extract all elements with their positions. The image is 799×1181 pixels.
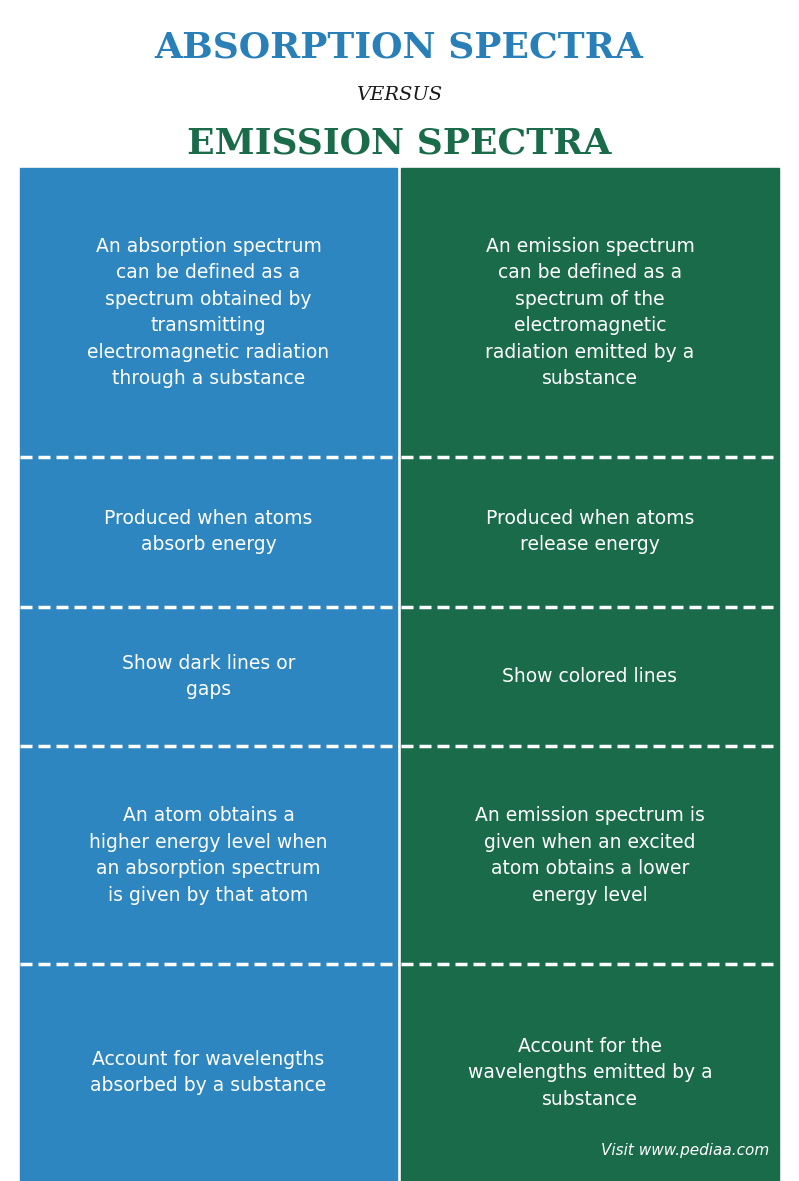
- Text: ABSORPTION SPECTRA: ABSORPTION SPECTRA: [154, 31, 643, 65]
- Bar: [20, 168, 397, 1181]
- Text: Produced when atoms
release energy: Produced when atoms release energy: [486, 509, 694, 554]
- Text: An absorption spectrum
can be defined as a
spectrum obtained by
transmitting
ele: An absorption spectrum can be defined as…: [87, 236, 329, 389]
- Text: An emission spectrum
can be defined as a
spectrum of the
electromagnetic
radiati: An emission spectrum can be defined as a…: [485, 236, 694, 389]
- Text: EMISSION SPECTRA: EMISSION SPECTRA: [187, 126, 611, 159]
- Text: Account for wavelengths
absorbed by a substance: Account for wavelengths absorbed by a su…: [90, 1050, 327, 1095]
- Text: VERSUS: VERSUS: [356, 86, 442, 104]
- Text: Account for the
wavelengths emitted by a
substance: Account for the wavelengths emitted by a…: [467, 1037, 713, 1109]
- Text: An atom obtains a
higher energy level when
an absorption spectrum
is given by th: An atom obtains a higher energy level wh…: [89, 807, 328, 905]
- Text: Show dark lines or
gaps: Show dark lines or gaps: [121, 654, 296, 699]
- Text: Show colored lines: Show colored lines: [503, 667, 678, 686]
- Text: Visit www.pediaa.com: Visit www.pediaa.com: [601, 1143, 769, 1159]
- Text: An emission spectrum is
given when an excited
atom obtains a lower
energy level: An emission spectrum is given when an ex…: [475, 807, 705, 905]
- Bar: [401, 168, 779, 1181]
- Text: Produced when atoms
absorb energy: Produced when atoms absorb energy: [105, 509, 312, 554]
